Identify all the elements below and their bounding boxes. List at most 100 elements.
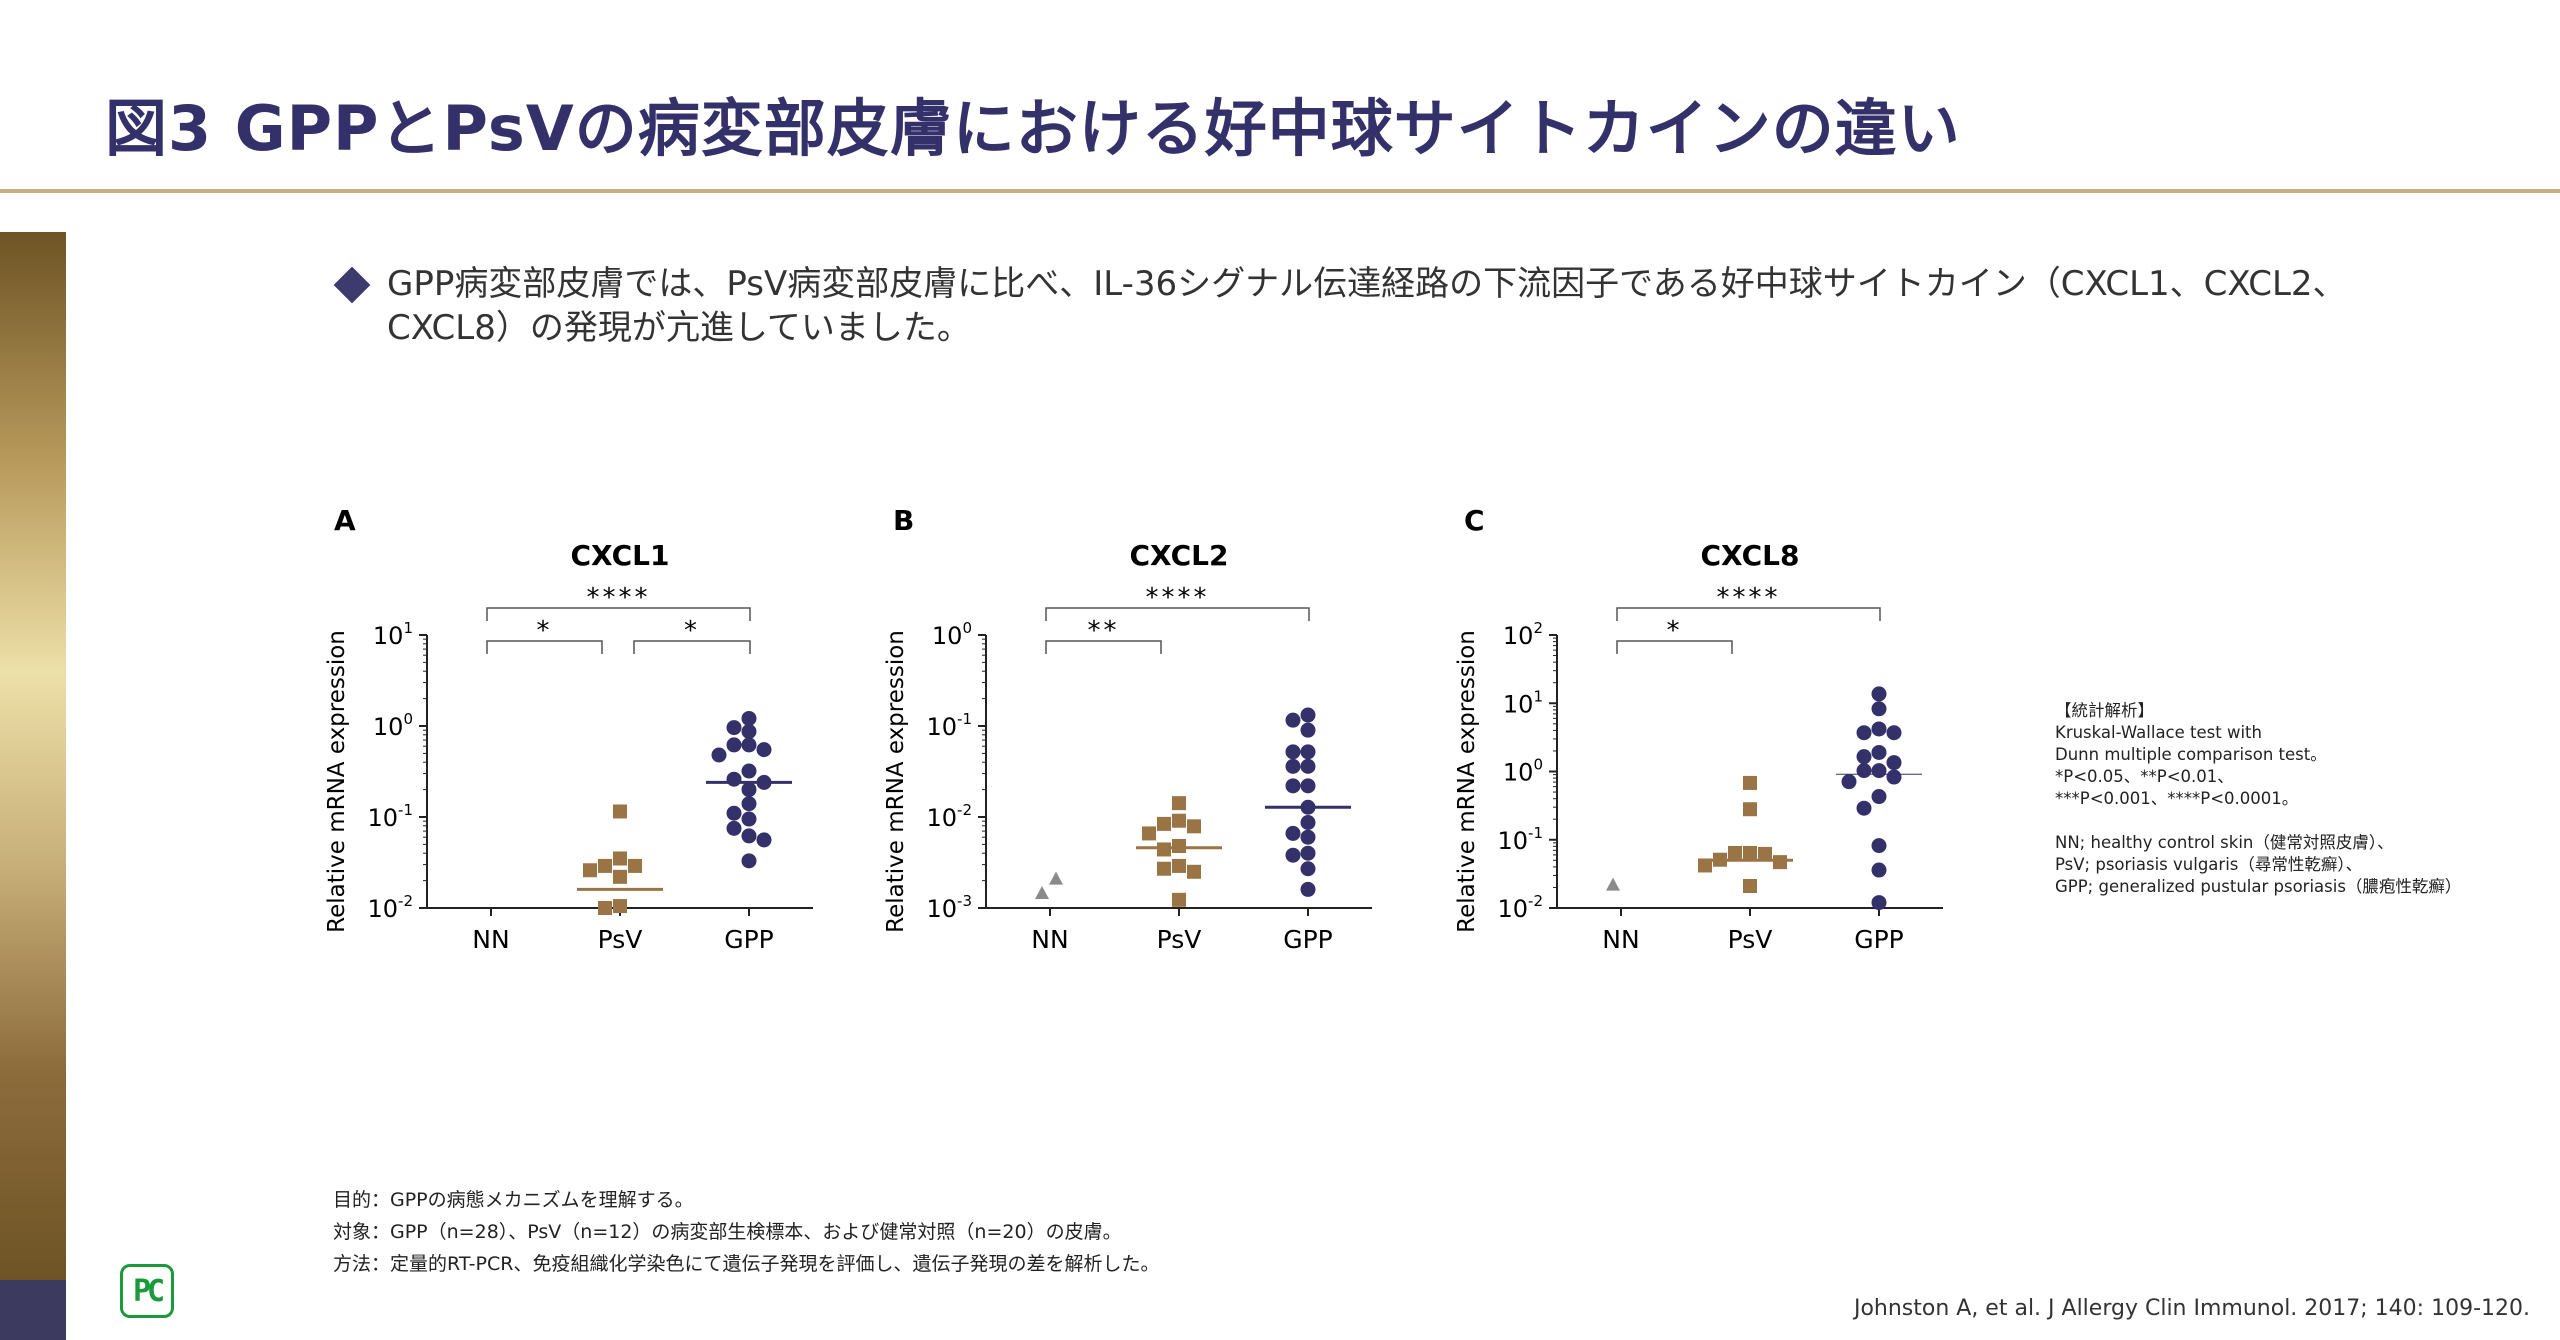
- notes-line: Kruskal-Wallace test with: [2055, 723, 2262, 742]
- gpp-data-point: [726, 805, 742, 821]
- significance-stars: *: [1667, 616, 1683, 646]
- gpp-data-point: [1856, 800, 1872, 816]
- tick-base: 10: [373, 622, 404, 650]
- tick-exponent: -1: [398, 801, 413, 819]
- significance-bracket: [1045, 640, 1162, 654]
- chart-title: CXCL8: [1700, 539, 1799, 572]
- tick-base: 10: [926, 713, 957, 741]
- psv-data-point: [598, 858, 612, 873]
- y-tick-label: 10-2: [1497, 892, 1543, 923]
- gpp-data-point: [1300, 799, 1316, 815]
- significance-bracket: [1616, 607, 1881, 621]
- significance-stars: ****: [1146, 583, 1210, 613]
- x-tick-label: PsV: [1157, 925, 1202, 954]
- psv-data-point: [1743, 845, 1757, 860]
- psv-data-point: [583, 863, 597, 878]
- tick-exponent: 0: [1533, 756, 1543, 774]
- gpp-data-point: [726, 720, 742, 736]
- gpp-data-point: [1300, 722, 1316, 738]
- gpp-data-point: [1856, 725, 1872, 741]
- notes-line: GPP; generalized pustular psoriasis（膿疱性乾…: [2055, 877, 2462, 896]
- tick-base: 10: [367, 804, 398, 832]
- page-title: 図3 GPPとPsVの病変部皮膚における好中球サイトカインの違い: [105, 92, 1961, 165]
- gpp-data-point: [741, 737, 757, 753]
- psv-data-point: [598, 901, 612, 915]
- gpp-data-point: [1300, 881, 1316, 897]
- psv-data-point: [1187, 819, 1201, 834]
- gpp-data-point: [1841, 774, 1857, 790]
- notes-heading: 【統計解析】: [2055, 701, 2154, 720]
- notes-line: *P<0.05、**P<0.01、: [2055, 767, 2234, 786]
- gpp-data-point: [1886, 769, 1902, 785]
- gpp-data-point: [1285, 778, 1301, 794]
- title-divider: [0, 189, 2560, 193]
- significance-bracket: [633, 640, 751, 654]
- tick-exponent: 1: [403, 619, 413, 637]
- gpp-data-point: [1285, 758, 1301, 774]
- x-tick-label: GPP: [1283, 925, 1333, 954]
- tick-exponent: -2: [398, 892, 413, 910]
- gpp-data-point: [741, 710, 757, 726]
- gpp-data-point: [1856, 763, 1872, 779]
- gpp-data-point: [741, 763, 757, 779]
- gpp-data-point: [1871, 763, 1887, 779]
- psv-data-point: [613, 804, 627, 819]
- gpp-data-point: [1871, 744, 1887, 760]
- tick-exponent: 0: [962, 619, 972, 637]
- tick-base: 10: [367, 895, 398, 923]
- gpp-data-point: [741, 828, 757, 844]
- gpp-data-point: [1300, 845, 1316, 861]
- gpp-data-point: [756, 832, 772, 848]
- gpp-data-point: [1285, 744, 1301, 760]
- gpp-data-point: [741, 782, 757, 798]
- notes-line: Dunn multiple comparison test。: [2055, 745, 2327, 764]
- psv-data-point: [1172, 813, 1186, 828]
- y-tick-label: 100: [1503, 756, 1543, 787]
- gpp-data-point: [756, 774, 772, 790]
- nn-data-point: [1035, 886, 1049, 900]
- tick-exponent: 1: [1533, 687, 1543, 705]
- notes-line: ***P<0.001、****P<0.0001。: [2055, 789, 2299, 808]
- panel-label: A: [334, 504, 356, 537]
- x-tick-label: NN: [1031, 925, 1068, 954]
- tick-base: 10: [373, 713, 404, 741]
- x-tick-label: GPP: [1854, 925, 1904, 954]
- psv-data-point: [1758, 846, 1772, 861]
- y-tick-label: 100: [932, 619, 972, 650]
- psv-data-point: [1157, 842, 1171, 857]
- panel-label: C: [1464, 504, 1485, 537]
- psv-data-point: [628, 858, 642, 873]
- gpp-data-point: [1300, 829, 1316, 845]
- psv-data-point: [1743, 775, 1757, 790]
- tick-exponent: -2: [1528, 892, 1543, 910]
- gpp-data-point: [741, 796, 757, 812]
- significance-stars: *: [537, 616, 553, 646]
- gpp-data-point: [726, 737, 742, 753]
- y-axis-label: Relative mRNA expression: [1454, 630, 1480, 933]
- gpp-data-point: [1871, 789, 1887, 805]
- psv-data-point: [1187, 864, 1201, 879]
- reference-citation: Johnston A, et al. J Allergy Clin Immuno…: [1853, 1296, 2530, 1321]
- y-tick-label: 10-2: [926, 801, 972, 832]
- gpp-data-point: [711, 747, 727, 763]
- tick-base: 10: [1503, 690, 1534, 718]
- nn-data-point: [1606, 877, 1620, 891]
- gpp-data-point: [1871, 701, 1887, 717]
- notes-line: NN; healthy control skin（健常対照皮膚）、: [2055, 833, 2394, 852]
- footer-subjects: 対象：GPP（n=28）、PsV（n=12）の病変部生検標本、および健常対照（n…: [333, 1221, 1122, 1243]
- pc-logo: PC: [120, 1264, 174, 1318]
- y-tick-label: 10-3: [926, 892, 972, 923]
- psv-data-point: [1743, 802, 1757, 817]
- summary-bullet: GPP病変部皮膚では、PsV病変部皮膚に比べ、IL-36シグナル伝達経路の下流因…: [333, 262, 2383, 350]
- gpp-data-point: [726, 820, 742, 836]
- gpp-data-point: [1886, 725, 1902, 741]
- tick-base: 10: [1503, 759, 1534, 787]
- y-tick-label: 10-2: [367, 892, 413, 923]
- significance-stars: ****: [587, 583, 651, 613]
- significance-bracket: [1616, 640, 1733, 654]
- y-axis-label: Relative mRNA expression: [883, 630, 909, 933]
- footer-purpose: 目的：GPPの病態メカニズムを理解する。: [333, 1189, 694, 1211]
- tick-base: 10: [932, 622, 963, 650]
